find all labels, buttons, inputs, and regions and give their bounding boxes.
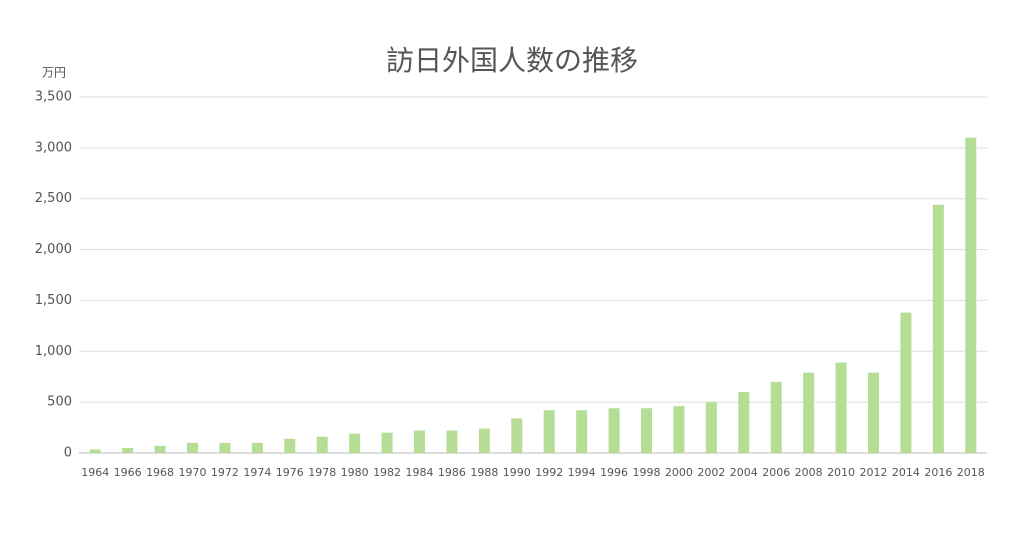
bar bbox=[89, 449, 101, 453]
bar bbox=[154, 445, 166, 453]
bar bbox=[284, 438, 296, 453]
x-tick-label: 2004 bbox=[730, 466, 758, 479]
bar bbox=[673, 406, 685, 453]
bar bbox=[641, 408, 652, 453]
bar bbox=[349, 433, 361, 453]
x-tick-label: 1970 bbox=[179, 466, 207, 479]
x-tick-label: 2010 bbox=[827, 466, 855, 479]
y-tick-label: 3,000 bbox=[35, 140, 72, 155]
bar bbox=[251, 442, 263, 453]
bar bbox=[835, 362, 847, 453]
bar bbox=[414, 430, 425, 453]
bar bbox=[965, 137, 977, 453]
x-tick-label: 2016 bbox=[924, 466, 952, 479]
bar bbox=[219, 442, 231, 453]
bar bbox=[770, 381, 782, 453]
y-tick-label: 2,500 bbox=[35, 191, 72, 206]
bar bbox=[900, 312, 912, 453]
x-tick-label: 1992 bbox=[535, 466, 563, 479]
x-tick-label: 2006 bbox=[762, 466, 790, 479]
x-tick-label: 2002 bbox=[697, 466, 725, 479]
x-tick-label: 1982 bbox=[373, 466, 401, 479]
x-tick-label: 1996 bbox=[600, 466, 628, 479]
bar bbox=[576, 410, 588, 453]
x-tick-label: 1968 bbox=[146, 466, 174, 479]
bar bbox=[446, 430, 458, 453]
x-tick-label: 1990 bbox=[503, 466, 531, 479]
chart-title: 訪日外国人数の推移 bbox=[386, 44, 638, 77]
y-tick-label: 500 bbox=[47, 395, 72, 410]
x-tick-label: 1974 bbox=[243, 466, 271, 479]
x-tick-label: 2012 bbox=[860, 466, 888, 479]
bar bbox=[543, 410, 555, 453]
x-tick-label: 2008 bbox=[795, 466, 823, 479]
bar bbox=[478, 428, 490, 453]
bar bbox=[932, 204, 944, 453]
y-tick-label: 2,000 bbox=[35, 242, 72, 257]
x-tick-label: 1986 bbox=[438, 466, 466, 479]
x-tick-label: 1964 bbox=[81, 466, 109, 479]
x-tick-label: 1976 bbox=[276, 466, 304, 479]
x-tick-label: 1980 bbox=[341, 466, 369, 479]
bar bbox=[381, 432, 393, 453]
y-tick-label: 1,500 bbox=[35, 293, 72, 308]
bar bbox=[803, 372, 815, 453]
y-tick-label: 0 bbox=[64, 446, 72, 461]
y-unit-label: 万円 bbox=[42, 66, 66, 80]
x-tick-label: 1972 bbox=[211, 466, 239, 479]
x-tick-label: 1966 bbox=[114, 466, 142, 479]
bar bbox=[608, 408, 620, 453]
x-tick-label: 1994 bbox=[568, 466, 596, 479]
bar bbox=[868, 372, 879, 453]
bar bbox=[705, 402, 717, 453]
bar bbox=[122, 447, 134, 453]
bar bbox=[511, 418, 523, 453]
y-tick-label: 3,500 bbox=[35, 90, 72, 105]
x-tick-label: 2014 bbox=[892, 466, 920, 479]
x-tick-label: 1998 bbox=[633, 466, 661, 479]
x-tick-label: 1984 bbox=[406, 466, 434, 479]
bar bbox=[738, 391, 750, 453]
bar bbox=[187, 442, 198, 453]
x-tick-label: 2000 bbox=[665, 466, 693, 479]
x-tick-label: 1988 bbox=[470, 466, 498, 479]
x-tick-label: 1978 bbox=[308, 466, 336, 479]
bar bbox=[316, 436, 328, 453]
y-tick-label: 1,000 bbox=[35, 344, 72, 359]
x-tick-label: 2018 bbox=[957, 466, 985, 479]
